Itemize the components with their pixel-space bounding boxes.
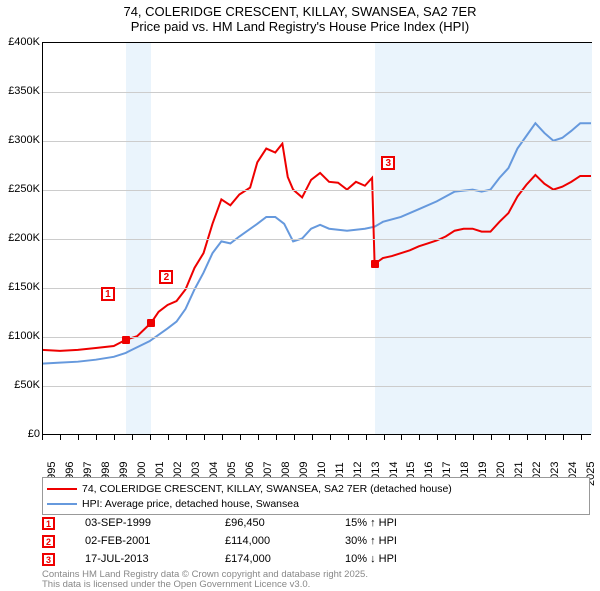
attribution-text: Contains HM Land Registry data © Crown c… <box>42 570 590 591</box>
event-pct-1: 15% ↑ HPI <box>345 517 465 529</box>
grid-line <box>42 386 591 387</box>
marker-box-3: 3 <box>381 156 395 170</box>
event-pct-3: 10% ↓ HPI <box>345 553 465 565</box>
legend-row-series2: HPI: Average price, detached house, Swan… <box>47 496 585 511</box>
chart-title-line1: 74, COLERIDGE CRESCENT, KILLAY, SWANSEA,… <box>10 4 590 19</box>
attribution-line2: This data is licensed under the Open Gov… <box>42 580 590 590</box>
event-date-1: 03-SEP-1999 <box>85 517 225 529</box>
event-price-2: £114,000 <box>225 535 345 547</box>
marker-box-1: 1 <box>101 287 115 301</box>
y-tick-label: £350K <box>0 85 40 97</box>
event-date-3: 17-JUL-2013 <box>85 553 225 565</box>
event-price-1: £96,450 <box>225 517 345 529</box>
plot-area: 1 2 3 <box>42 42 592 434</box>
y-tick-label: £150K <box>0 281 40 293</box>
marker-box-2: 2 <box>159 270 173 284</box>
event-marker-1: 1 <box>42 517 55 530</box>
legend-swatch-series1 <box>47 488 77 490</box>
y-tick-label: £50K <box>0 379 40 391</box>
series-line <box>42 144 591 351</box>
grid-line <box>42 190 591 191</box>
legend-label-series1: 74, COLERIDGE CRESCENT, KILLAY, SWANSEA,… <box>82 483 452 495</box>
grid-line <box>42 92 591 93</box>
chart-container: 74, COLERIDGE CRESCENT, KILLAY, SWANSEA,… <box>0 0 600 590</box>
x-axis-labels: 1995199619971998199920002001200220032004… <box>42 436 592 478</box>
y-tick-label: £250K <box>0 183 40 195</box>
legend-box: 74, COLERIDGE CRESCENT, KILLAY, SWANSEA,… <box>42 477 590 515</box>
series-line <box>42 123 591 363</box>
event-date-2: 02-FEB-2001 <box>85 535 225 547</box>
marker-dot <box>371 260 379 268</box>
legend-swatch-series2 <box>47 503 77 505</box>
marker-dot <box>122 336 130 344</box>
legend-label-series2: HPI: Average price, detached house, Swan… <box>82 498 299 510</box>
event-row-2: 2 02-FEB-2001 £114,000 30% ↑ HPI <box>42 532 590 550</box>
event-row-1: 1 03-SEP-1999 £96,450 15% ↑ HPI <box>42 514 590 532</box>
y-axis-line <box>42 43 43 434</box>
legend-row-series1: 74, COLERIDGE CRESCENT, KILLAY, SWANSEA,… <box>47 481 585 496</box>
y-tick-label: £0 <box>0 428 40 440</box>
events-table: 1 03-SEP-1999 £96,450 15% ↑ HPI 2 02-FEB… <box>42 514 590 568</box>
event-row-3: 3 17-JUL-2013 £174,000 10% ↓ HPI <box>42 550 590 568</box>
event-marker-2: 2 <box>42 535 55 548</box>
y-tick-label: £100K <box>0 330 40 342</box>
y-tick-label: £400K <box>0 36 40 48</box>
y-tick-label: £300K <box>0 134 40 146</box>
y-tick-label: £200K <box>0 232 40 244</box>
event-price-3: £174,000 <box>225 553 345 565</box>
event-marker-3: 3 <box>42 553 55 566</box>
chart-title-line2: Price paid vs. HM Land Registry's House … <box>10 19 590 34</box>
grid-line <box>42 288 591 289</box>
marker-dot <box>147 319 155 327</box>
grid-line <box>42 141 591 142</box>
grid-line <box>42 239 591 240</box>
chart-title-block: 74, COLERIDGE CRESCENT, KILLAY, SWANSEA,… <box>0 0 600 34</box>
event-pct-2: 30% ↑ HPI <box>345 535 465 547</box>
